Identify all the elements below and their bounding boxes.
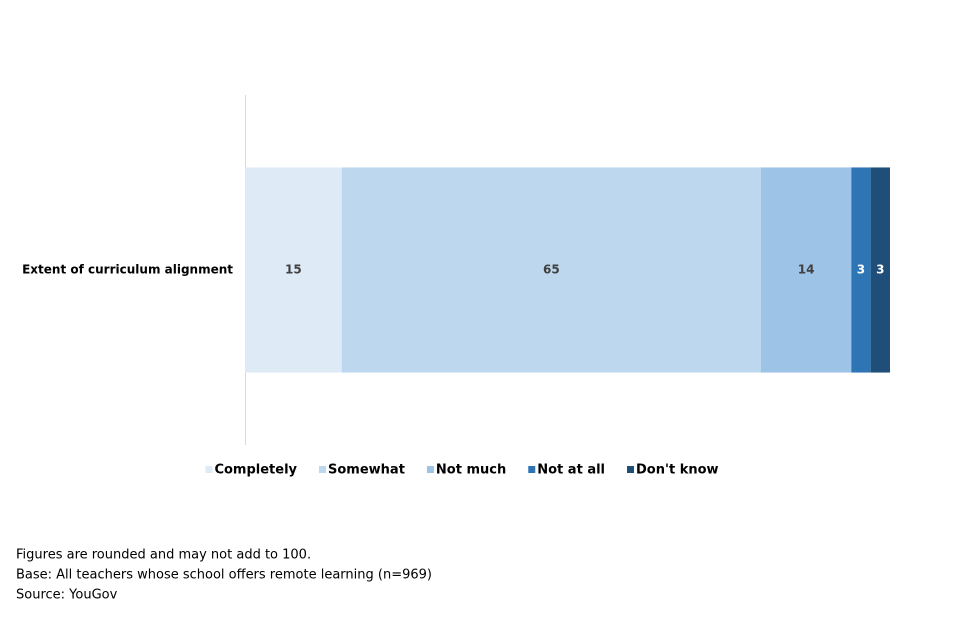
value-label: 15: [285, 263, 302, 277]
legend-swatch: [319, 466, 327, 473]
bar-segment: [245, 167, 342, 373]
bar-segment: [851, 167, 871, 373]
value-label: 3: [857, 263, 865, 277]
bar-segment: [870, 167, 890, 373]
legend-swatch: [426, 466, 434, 473]
footnote: Figures are rounded and may not add to 1…: [16, 548, 311, 563]
legend-label: Not at all: [537, 463, 605, 478]
bar-segment: [341, 167, 761, 373]
bar-segment: [761, 167, 852, 373]
value-label: 65: [543, 263, 560, 277]
category-label: Extent of curriculum alignment: [22, 263, 233, 277]
legend-swatch: [205, 466, 213, 473]
footnote: Source: YouGov: [16, 588, 118, 603]
value-label: 3: [876, 263, 884, 277]
legend-swatch: [528, 466, 536, 473]
legend-label: Somewhat: [328, 463, 405, 478]
footnote: Base: All teachers whose school offers r…: [16, 568, 432, 583]
legend-label: Not much: [436, 463, 506, 478]
legend-swatch: [627, 466, 635, 473]
legend-label: Completely: [214, 463, 297, 478]
legend-label: Don't know: [636, 463, 719, 478]
value-label: 14: [798, 263, 815, 277]
